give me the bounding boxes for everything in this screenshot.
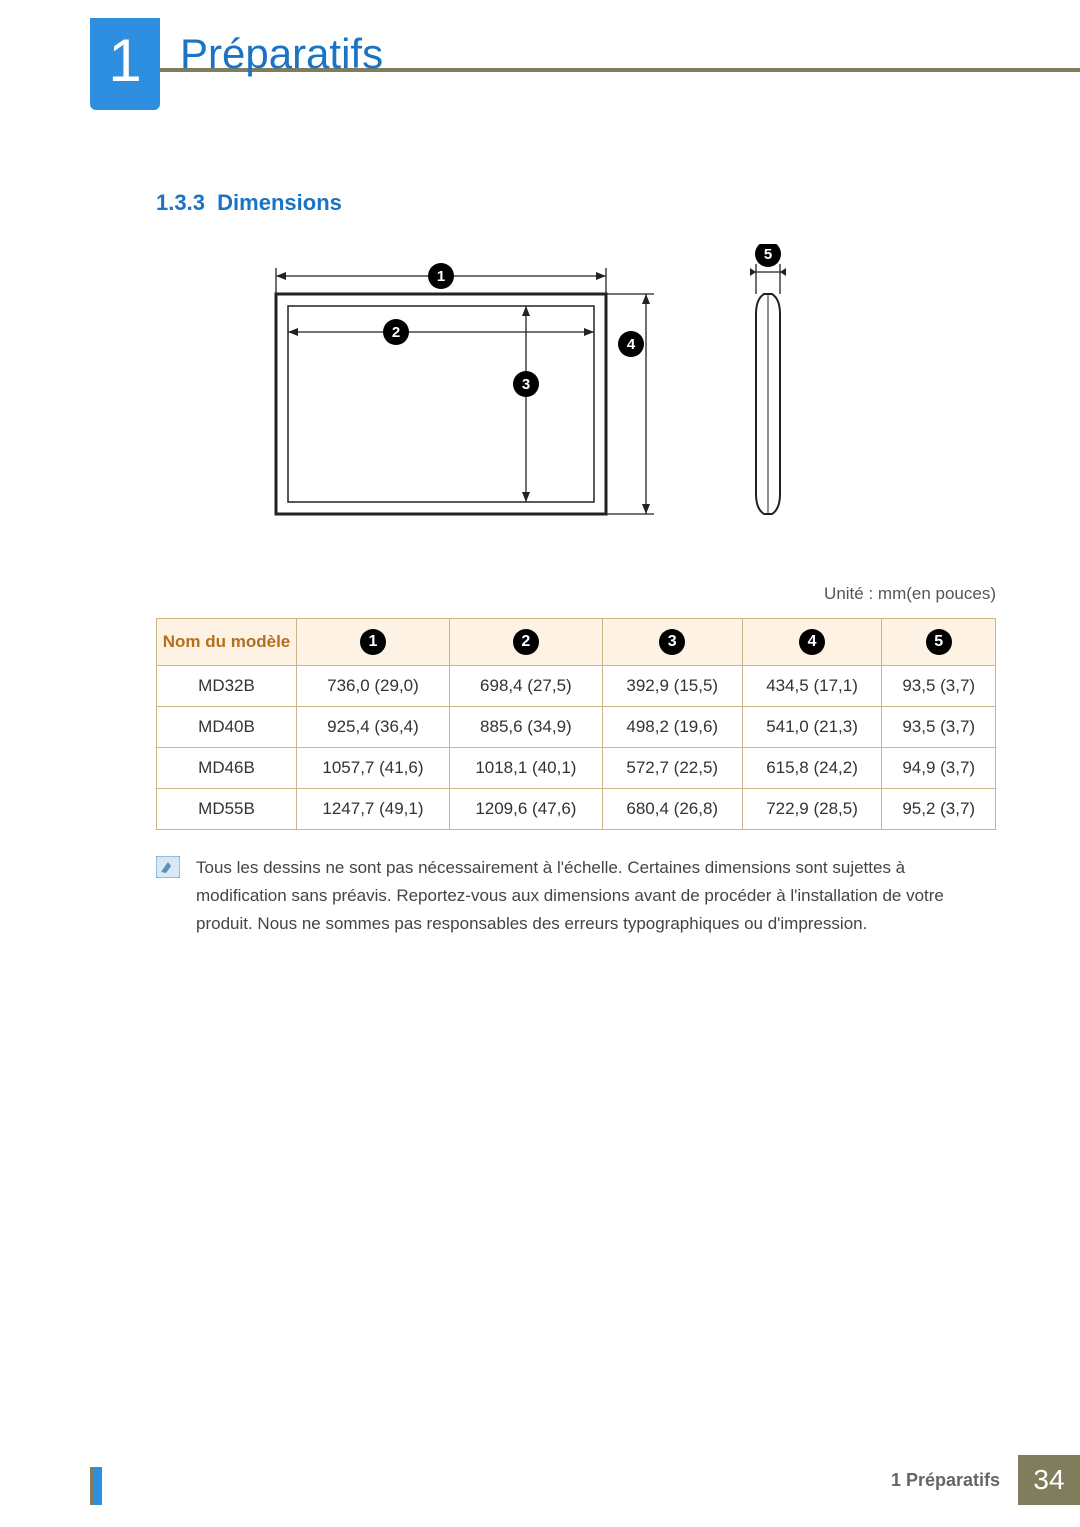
cell-value: 94,9 (3,7) [882, 748, 996, 789]
cell-value: 925,4 (36,4) [297, 707, 450, 748]
table-row: MD46B1057,7 (41,6)1018,1 (40,1)572,7 (22… [157, 748, 996, 789]
cell-value: 95,2 (3,7) [882, 789, 996, 830]
cell-value: 93,5 (3,7) [882, 707, 996, 748]
note-text: Tous les dessins ne sont pas nécessairem… [196, 854, 996, 938]
dimensions-diagram: 1 2 3 4 [156, 244, 996, 554]
footer-label: 1 Préparatifs [873, 1455, 1018, 1505]
cell-value: 93,5 (3,7) [882, 666, 996, 707]
cell-value: 541,0 (21,3) [742, 707, 882, 748]
table-row: MD40B925,4 (36,4)885,6 (34,9)498,2 (19,6… [157, 707, 996, 748]
callout-1-label: 1 [437, 268, 445, 285]
cell-model: MD32B [157, 666, 297, 707]
cell-value: 885,6 (34,9) [449, 707, 602, 748]
header-col-5: 5 [882, 619, 996, 666]
cell-model: MD46B [157, 748, 297, 789]
header-col-1: 1 [297, 619, 450, 666]
callout-3-label: 3 [522, 376, 530, 393]
cell-value: 1209,6 (47,6) [449, 789, 602, 830]
table-body: MD32B736,0 (29,0)698,4 (27,5)392,9 (15,5… [157, 666, 996, 830]
footer-page-number: 34 [1018, 1455, 1080, 1505]
callout-5-label: 5 [764, 246, 772, 263]
section-number: 1.3.3 [156, 190, 205, 215]
table-header-row: Nom du modèle 1 2 3 4 5 [157, 619, 996, 666]
header-col-4: 4 [742, 619, 882, 666]
cell-value: 572,7 (22,5) [602, 748, 742, 789]
callout-4-label: 4 [627, 336, 636, 353]
header-col-2: 2 [449, 619, 602, 666]
cell-value: 392,9 (15,5) [602, 666, 742, 707]
cell-value: 736,0 (29,0) [297, 666, 450, 707]
cell-value: 722,9 (28,5) [742, 789, 882, 830]
section-title: Dimensions [217, 190, 342, 215]
table-row: MD55B1247,7 (49,1)1209,6 (47,6)680,4 (26… [157, 789, 996, 830]
cell-value: 498,2 (19,6) [602, 707, 742, 748]
table-row: MD32B736,0 (29,0)698,4 (27,5)392,9 (15,5… [157, 666, 996, 707]
dimensions-table: Nom du modèle 1 2 3 4 5 MD32B736,0 (29,0… [156, 618, 996, 830]
cell-value: 1247,7 (49,1) [297, 789, 450, 830]
unit-note: Unité : mm(en pouces) [156, 584, 996, 604]
cell-value: 615,8 (24,2) [742, 748, 882, 789]
cell-value: 434,5 (17,1) [742, 666, 882, 707]
cell-value: 680,4 (26,8) [602, 789, 742, 830]
cell-model: MD40B [157, 707, 297, 748]
footer-left-accent [90, 1467, 102, 1505]
note-block: Tous les dessins ne sont pas nécessairem… [156, 854, 996, 938]
cell-value: 698,4 (27,5) [449, 666, 602, 707]
cell-model: MD55B [157, 789, 297, 830]
cell-value: 1057,7 (41,6) [297, 748, 450, 789]
chapter-title: Préparatifs [180, 30, 383, 78]
callout-2-label: 2 [392, 324, 400, 341]
cell-value: 1018,1 (40,1) [449, 748, 602, 789]
section-heading: 1.3.3 Dimensions [156, 190, 996, 216]
header-model: Nom du modèle [157, 619, 297, 666]
header-col-3: 3 [602, 619, 742, 666]
footer-bar: 1 Préparatifs 34 [873, 1455, 1080, 1505]
chapter-number-badge: 1 [90, 18, 160, 110]
note-icon [156, 856, 180, 878]
